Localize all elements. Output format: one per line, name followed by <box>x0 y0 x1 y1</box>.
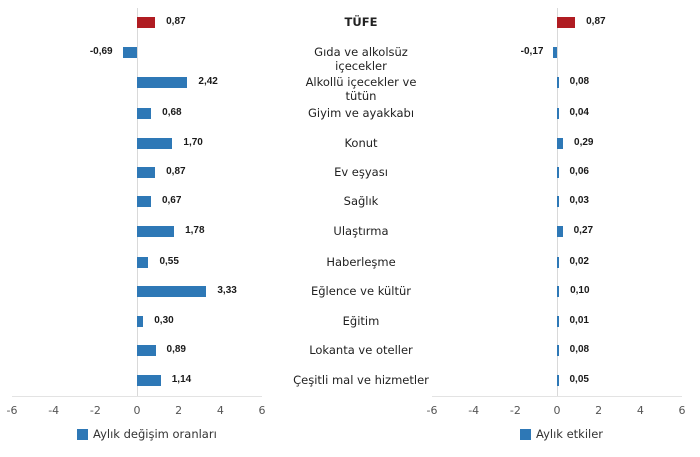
category-label: Gıda ve alkolsüz içecekler <box>314 45 408 73</box>
category-label: Haberleşme <box>326 255 396 269</box>
x-tick-label: 6 <box>258 404 266 417</box>
category-label: Çeşitli mal ve hizmetler <box>293 373 429 387</box>
x-tick-label: 0 <box>553 404 561 417</box>
bar <box>137 196 151 207</box>
value-label: 0,05 <box>569 374 589 385</box>
bar <box>557 226 563 237</box>
value-label: 1,70 <box>183 137 203 148</box>
value-label: 0,08 <box>569 344 590 355</box>
value-label: 0,27 <box>573 225 594 236</box>
category-label-tufe: TÜFE <box>344 15 378 29</box>
value-label: 2,42 <box>198 76 218 87</box>
x-tick-label: -2 <box>509 404 521 417</box>
category-label: Eğlence ve kültür <box>310 284 412 298</box>
x-tick-label: 4 <box>636 404 644 417</box>
category-label: Konut <box>344 136 378 150</box>
legend-monthly-impact: Aylık etkiler <box>520 427 603 441</box>
value-label: 0,55 <box>159 256 179 267</box>
value-label: 0,06 <box>569 166 589 177</box>
bar <box>137 77 188 88</box>
bar <box>137 257 149 268</box>
value-label: -0,69 <box>89 46 113 57</box>
x-tick-label: -4 <box>48 404 60 417</box>
bar <box>137 316 144 327</box>
value-label: 0,02 <box>569 256 589 267</box>
bar <box>557 138 564 149</box>
value-label: 0,87 <box>166 166 186 177</box>
bar <box>557 286 560 297</box>
value-label: 0,30 <box>154 315 174 326</box>
bar <box>137 138 173 149</box>
bar <box>557 196 559 207</box>
x-tick-label: -4 <box>468 404 480 417</box>
legend-swatch <box>77 428 88 440</box>
bar <box>137 226 175 237</box>
legend-label: Aylık değişim oranları <box>93 427 217 441</box>
legend-label: Aylık etkiler <box>536 427 604 441</box>
x-tick-label: 4 <box>216 404 224 417</box>
value-label: 0,87 <box>586 16 606 27</box>
bar <box>122 47 137 58</box>
bar <box>137 345 156 356</box>
category-label: Alkollü içecekler ve tütün <box>305 75 417 103</box>
value-label: 0,08 <box>569 76 590 87</box>
bar <box>557 167 559 178</box>
x-tick-label: 6 <box>678 404 686 417</box>
category-label: Ulaştırma <box>333 224 389 238</box>
bar <box>137 108 152 119</box>
legend-monthly-change: Aylık değişim oranları <box>77 427 217 441</box>
value-label: 0,29 <box>574 137 594 148</box>
bar-tufe <box>557 17 576 28</box>
bar <box>557 257 559 268</box>
category-label: Sağlık <box>343 194 379 208</box>
bar <box>557 316 559 327</box>
x-tick-label: -2 <box>89 404 101 417</box>
value-label: 0,89 <box>166 344 186 355</box>
value-label: 0,87 <box>166 16 186 27</box>
x-axis-line <box>432 396 682 397</box>
value-label: 0,67 <box>161 195 182 206</box>
value-label: 0,04 <box>569 107 589 118</box>
value-label: -0,17 <box>520 46 544 57</box>
value-label: 0,10 <box>570 285 590 296</box>
value-label: 0,01 <box>569 315 589 326</box>
category-label: Giyim ve ayakkabı <box>307 106 415 120</box>
bar <box>137 167 156 178</box>
bar <box>553 47 557 58</box>
legend-swatch <box>520 428 531 440</box>
bar-tufe <box>137 17 156 28</box>
bar <box>557 77 559 88</box>
x-tick-label: -6 <box>426 404 438 417</box>
value-label: 3,33 <box>217 285 237 296</box>
bar <box>137 286 207 297</box>
value-label: 1,14 <box>171 374 192 385</box>
x-tick-label: 2 <box>595 404 603 417</box>
x-tick-label: -6 <box>6 404 18 417</box>
bar <box>557 108 559 119</box>
value-label: 0,68 <box>162 107 182 118</box>
bar <box>137 375 161 386</box>
x-tick-label: 2 <box>175 404 183 417</box>
x-axis-line <box>12 396 262 397</box>
value-label: 0,03 <box>569 195 589 206</box>
value-label: 1,78 <box>185 225 205 236</box>
category-label: Ev eşyası <box>334 165 388 179</box>
category-label: Eğitim <box>342 314 380 328</box>
bar <box>557 375 559 386</box>
x-tick-label: 0 <box>133 404 141 417</box>
bar <box>557 345 559 356</box>
category-label: Lokanta ve oteller <box>309 343 413 357</box>
